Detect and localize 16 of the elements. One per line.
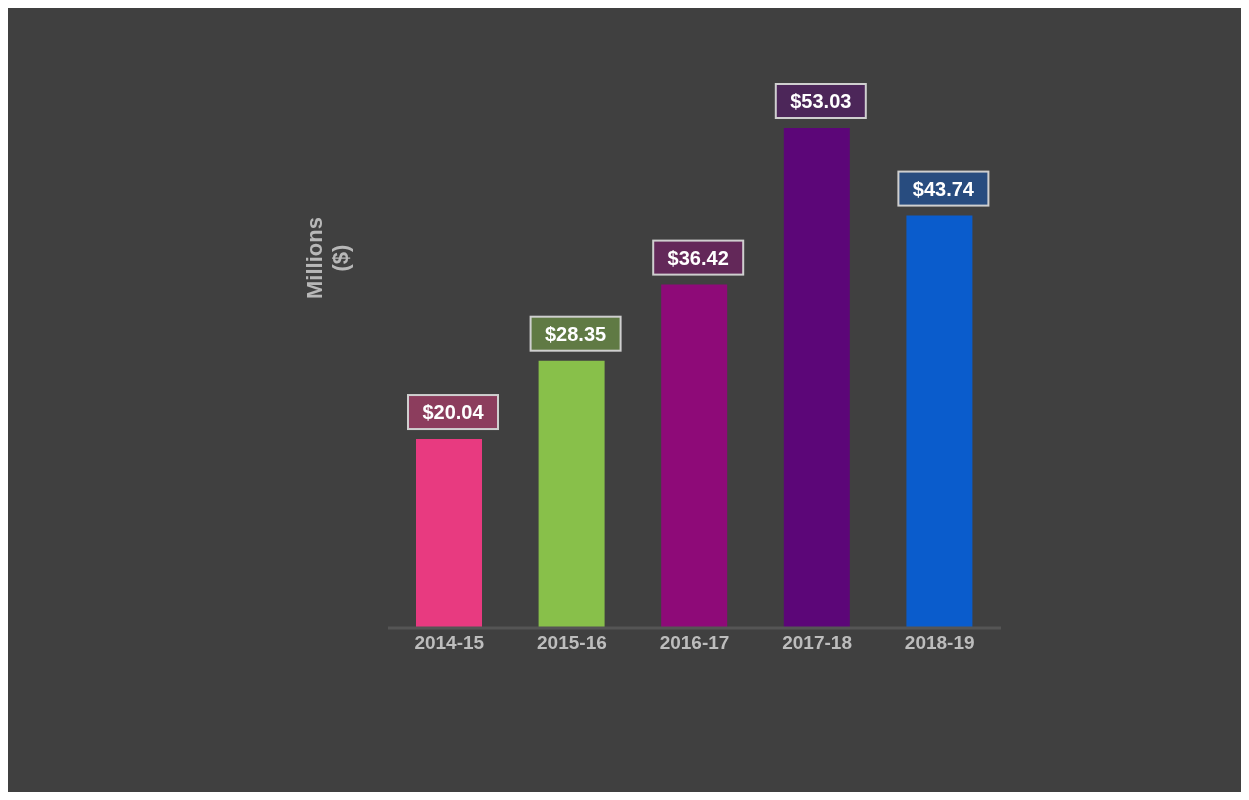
data-label: $20.04	[422, 401, 485, 424]
bar	[783, 128, 850, 628]
y-axis-title: Millions ($)	[302, 217, 353, 299]
x-tick-label: 2014-15	[414, 632, 485, 654]
x-tick-label: 2015-16	[537, 632, 607, 654]
bar	[416, 439, 482, 628]
bar	[906, 215, 973, 628]
data-label: $53.03	[790, 90, 852, 112]
data-label: $36.42	[667, 246, 729, 269]
data-label: $43.74	[912, 177, 975, 200]
x-tick-label: 2017-18	[782, 632, 852, 654]
x-tick-label: 2018-19	[904, 632, 975, 654]
x-tick-label: 2016-17	[659, 632, 730, 654]
bar	[661, 284, 728, 628]
data-label: $28.35	[545, 322, 607, 345]
bar	[538, 360, 605, 628]
